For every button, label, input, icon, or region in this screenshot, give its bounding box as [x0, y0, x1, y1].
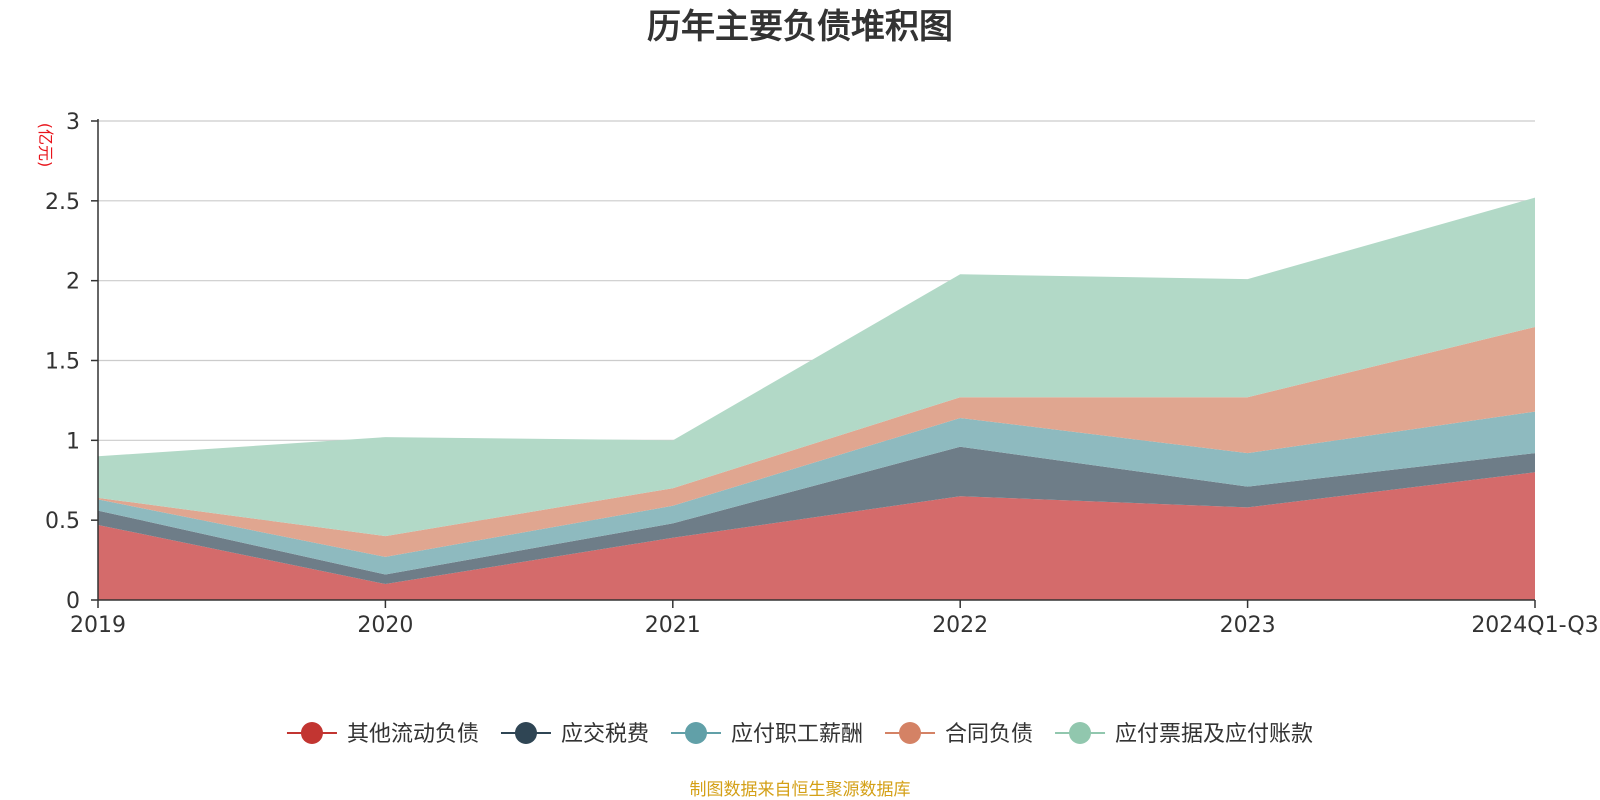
series-area-4 [98, 197, 1535, 537]
y-tick-label-4: 2 [66, 270, 80, 295]
legend-marker-4 [1069, 722, 1092, 744]
chart-title: 历年主要负债堆积图 [647, 7, 953, 47]
legend-item-0: 其他流动负债 [286, 722, 479, 747]
x-tick-label-0: 2019 [70, 613, 126, 638]
y-tick-label-0: 0 [66, 589, 80, 614]
legend-marker-0 [300, 722, 323, 744]
y-axis-unit-label: (亿元) [36, 123, 55, 168]
series-area-2 [98, 411, 1535, 575]
legend: 其他流动负债 应交税费 应付职工薪酬 合同负债 应付票据及应付账款 [286, 722, 1313, 747]
y-tick-label-6: 3 [66, 110, 80, 135]
series-area-1 [98, 446, 1535, 585]
legend-label-4: 应付票据及应付账款 [1115, 722, 1313, 747]
legend-marker-3 [899, 722, 922, 744]
y-tick-label-5: 2.5 [45, 190, 80, 215]
x-tick-label-3: 2022 [932, 613, 988, 638]
axes: 0 0.5 1 1.5 2 2.5 3 2019 2020 2021 2022 2023 2024Q1-… [45, 110, 1599, 638]
legend-label-3: 合同负债 [945, 722, 1033, 747]
series-areas [98, 197, 1535, 600]
legend-label-0: 其他流动负债 [347, 722, 479, 747]
y-tick-label-3: 1.5 [45, 350, 80, 375]
legend-marker-1 [514, 722, 537, 744]
legend-item-2: 应付职工薪酬 [670, 722, 863, 747]
series-area-0 [98, 472, 1535, 600]
data-source-note: 制图数据来自恒生聚源数据库 [690, 780, 911, 800]
x-tick-label-2: 2021 [645, 613, 701, 638]
legend-marker-2 [684, 722, 707, 744]
y-tick-label-2: 1 [66, 429, 80, 454]
x-tick-label-4: 2023 [1220, 613, 1276, 638]
legend-item-3: 合同负债 [885, 722, 1033, 747]
x-tick-label-1: 2020 [357, 613, 413, 638]
legend-label-2: 应付职工薪酬 [731, 722, 863, 747]
y-tick-label-1: 0.5 [45, 509, 80, 534]
x-tick-label-5: 2024Q1-Q3 [1471, 613, 1598, 638]
series-area-3 [98, 326, 1535, 557]
legend-item-4: 应付票据及应付账款 [1055, 722, 1313, 747]
legend-label-1: 应交税费 [561, 722, 649, 747]
legend-item-1: 应交税费 [500, 722, 649, 747]
